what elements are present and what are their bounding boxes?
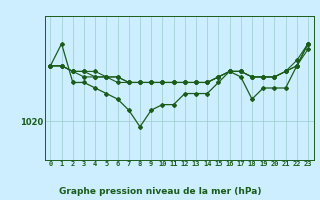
Text: Graphe pression niveau de la mer (hPa): Graphe pression niveau de la mer (hPa) [59, 187, 261, 196]
